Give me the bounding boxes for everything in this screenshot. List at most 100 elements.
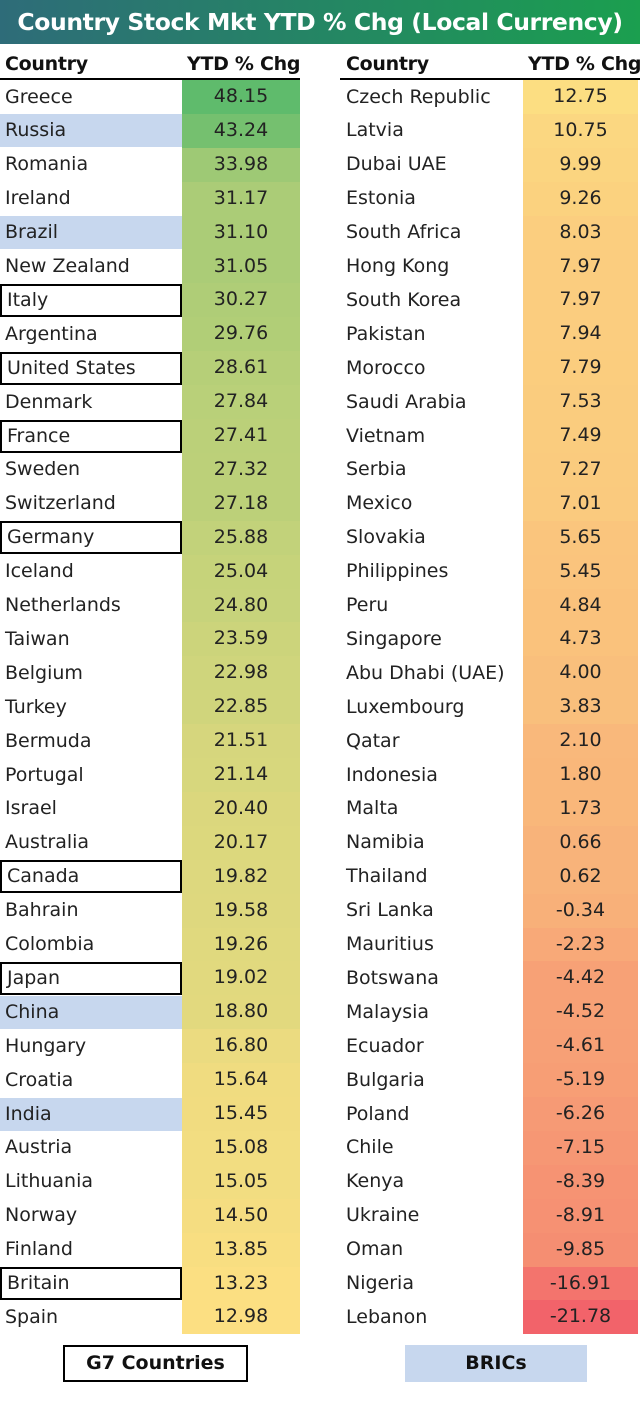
country-label: Canada (0, 860, 182, 894)
country-label: Argentina (5, 322, 98, 345)
country-label: South Africa (346, 221, 462, 244)
ytd-value-cell: 19.82 (182, 859, 300, 894)
ytd-value-cell: 4.84 (523, 588, 638, 623)
country-label: Chile (346, 1136, 394, 1159)
country-label: Malaysia (346, 1000, 430, 1023)
country-label: Sri Lanka (346, 899, 434, 922)
ytd-value-cell: 19.58 (182, 893, 300, 928)
ytd-value-cell: -2.23 (523, 927, 638, 962)
ytd-value-cell: -8.91 (523, 1198, 638, 1233)
country-label: United States (0, 351, 182, 385)
ytd-value-cell: 1.73 (523, 791, 638, 826)
country-label: Slovakia (346, 526, 426, 549)
country-label: Singapore (346, 627, 442, 650)
ytd-value-cell: 30.27 (182, 283, 300, 318)
ytd-value-cell: 21.14 (182, 758, 300, 792)
ytd-value-cell: 27.84 (182, 385, 300, 420)
legend-g7: G7 Countries (63, 1345, 248, 1382)
country-label: Nigeria (346, 1272, 414, 1294)
country-label: New Zealand (5, 255, 130, 277)
country-label: Sweden (5, 458, 81, 481)
ytd-value-cell: 3.83 (523, 690, 638, 725)
ytd-value-cell: 7.01 (523, 486, 638, 521)
country-label: Norway (5, 1204, 78, 1227)
country-label: Vietnam (346, 424, 426, 447)
ytd-value-cell: -5.19 (523, 1063, 638, 1098)
ytd-value-cell: 7.97 (523, 249, 638, 284)
country-label: Estonia (346, 187, 416, 210)
country-label: Switzerland (5, 492, 116, 515)
left-country-header: Country (5, 53, 88, 75)
ytd-value-cell: 14.50 (182, 1198, 300, 1233)
ytd-value-cell: -7.15 (523, 1130, 638, 1165)
country-label: Abu Dhabi (UAE) (346, 661, 505, 684)
right-country-header: Country (346, 53, 429, 75)
ytd-value-cell: -21.78 (523, 1300, 638, 1335)
country-label: Ecuador (346, 1034, 424, 1057)
country-label: Netherlands (5, 594, 121, 616)
ytd-value-cell: 13.23 (182, 1266, 300, 1301)
ytd-value-cell: 19.26 (182, 927, 300, 962)
ytd-value-cell: -0.34 (523, 893, 638, 928)
country-label: Croatia (5, 1068, 74, 1091)
country-label: Ireland (5, 187, 71, 210)
ytd-value-cell: 16.80 (182, 1029, 300, 1064)
ytd-value-cell: 20.40 (182, 791, 300, 826)
ytd-value-cell: 29.76 (182, 317, 300, 352)
chart-title: Country Stock Mkt YTD % Chg (Local Curre… (17, 8, 623, 36)
country-label: India (0, 1097, 182, 1131)
country-label: Indonesia (346, 763, 438, 786)
country-label: Pakistan (346, 322, 426, 345)
right-value-header: YTD % Chg (528, 53, 640, 75)
country-label: South Korea (346, 288, 462, 311)
country-label: Namibia (346, 831, 425, 854)
country-label: Kenya (346, 1170, 405, 1193)
country-label: Thailand (346, 865, 428, 888)
country-label: Britain (0, 1267, 182, 1300)
ytd-value-cell: 27.32 (182, 452, 300, 487)
country-label: Qatar (346, 729, 400, 752)
country-label: Finland (5, 1238, 73, 1261)
country-label: Israel (5, 797, 57, 820)
ytd-value-cell: 24.80 (182, 588, 300, 623)
country-label: Germany (0, 521, 182, 555)
country-label: Philippines (346, 560, 449, 583)
country-label: Greece (5, 85, 73, 108)
ytd-value-cell: 21.51 (182, 724, 300, 759)
ytd-value-cell: 1.80 (523, 758, 638, 792)
ytd-value-cell: 7.53 (523, 385, 638, 420)
country-label: Taiwan (5, 627, 70, 650)
ytd-value-cell: 27.41 (182, 419, 300, 453)
ytd-value-cell: 48.15 (182, 80, 300, 114)
country-label: Romania (5, 153, 89, 176)
country-label: Austria (5, 1136, 73, 1159)
country-label: France (0, 419, 182, 453)
ytd-value-cell: 15.05 (182, 1164, 300, 1199)
country-label: Mauritius (346, 933, 434, 955)
country-label: Japan (0, 961, 182, 995)
country-label: Serbia (346, 458, 407, 481)
ytd-value-cell: 5.65 (523, 520, 638, 555)
ytd-value-cell: 28.61 (182, 351, 300, 386)
country-label: Hong Kong (346, 255, 450, 277)
ytd-value-cell: 31.05 (182, 249, 300, 284)
ytd-value-cell: 25.88 (182, 520, 300, 555)
country-label: Botswana (346, 966, 439, 989)
ytd-value-cell: -4.61 (523, 1029, 638, 1064)
country-label: Luxembourg (346, 695, 465, 718)
ytd-value-cell: -8.39 (523, 1164, 638, 1199)
country-label: Ukraine (346, 1204, 420, 1227)
ytd-value-cell: -6.26 (523, 1097, 638, 1131)
country-label: Italy (0, 283, 182, 317)
title-bar (0, 0, 640, 44)
country-label: Lithuania (5, 1170, 94, 1193)
ytd-value-cell: 19.02 (182, 961, 300, 996)
country-label: Portugal (5, 763, 84, 786)
legend-brics: BRICs (405, 1345, 587, 1382)
ytd-value-cell: 0.62 (523, 859, 638, 894)
country-label: Brazil (0, 216, 182, 250)
ytd-value-cell: 7.27 (523, 452, 638, 487)
country-label: Saudi Arabia (346, 390, 467, 413)
ytd-value-cell: 25.04 (182, 554, 300, 589)
ytd-value-cell: 15.08 (182, 1130, 300, 1165)
